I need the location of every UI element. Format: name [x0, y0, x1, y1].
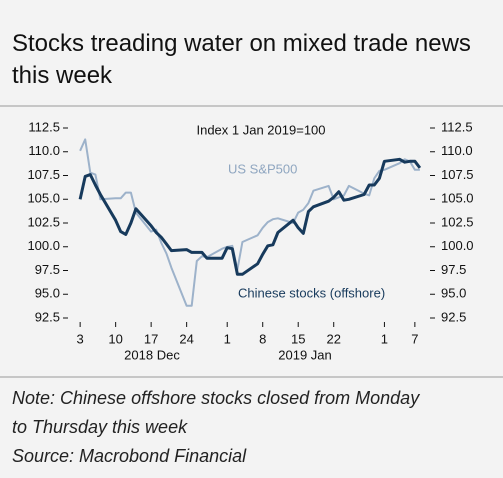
y2-tick-label: 95.0	[441, 286, 466, 301]
series-line	[79, 138, 420, 307]
x-tick-label: 24	[179, 331, 193, 346]
x-tick-label: 22	[326, 331, 340, 346]
source: Source: Macrobond Financial	[12, 446, 247, 466]
x-tick-label: 10	[108, 331, 122, 346]
y-tick-label: 107.5	[27, 167, 60, 182]
y2-tick-label: 97.5	[441, 262, 466, 277]
annotation: Index 1 Jan 2019=100	[196, 122, 325, 137]
note: Note: Chinese offshore stocks closed fro…	[12, 388, 420, 437]
y-tick-label: 102.5	[27, 214, 60, 229]
x-group-label: 2019 Jan	[278, 347, 332, 362]
y-tick-label: 112.5	[28, 119, 60, 134]
annotation: US S&P500	[228, 161, 297, 176]
chart-title: Stocks treading water on mixed trade new…	[12, 30, 471, 89]
y-tick-label: 110.0	[28, 143, 60, 158]
x-tick-label: 8	[259, 331, 266, 346]
y2-tick-label: 100.0	[441, 238, 474, 253]
x-tick-label: 3	[77, 331, 84, 346]
x-group-label: 2018 Dec	[124, 347, 180, 362]
series-line	[78, 157, 422, 276]
x-tick-label: 1	[224, 331, 231, 346]
y2-tick-label: 112.5	[441, 119, 473, 134]
y-tick-label: 100.0	[27, 238, 60, 253]
y-tick-label: 92.5	[35, 309, 60, 324]
x-tick-label: 15	[291, 331, 305, 346]
x-tick-label: 1	[381, 331, 388, 346]
x-tick-label: 7	[411, 331, 418, 346]
y2-tick-label: 105.0	[441, 191, 474, 206]
y-tick-label: 105.0	[27, 191, 60, 206]
y2-tick-label: 107.5	[441, 167, 474, 182]
y2-tick-label: 110.0	[441, 143, 473, 158]
notes: Note: Chinese offshore stocks closed fro…	[12, 384, 432, 471]
annotation: Chinese stocks (offshore)	[238, 285, 385, 300]
y2-tick-label: 102.5	[441, 214, 474, 229]
x-tick-label: 17	[144, 331, 158, 346]
y-tick-label: 97.5	[35, 262, 60, 277]
y-tick-label: 95.0	[35, 286, 60, 301]
y2-tick-label: 92.5	[441, 309, 466, 324]
